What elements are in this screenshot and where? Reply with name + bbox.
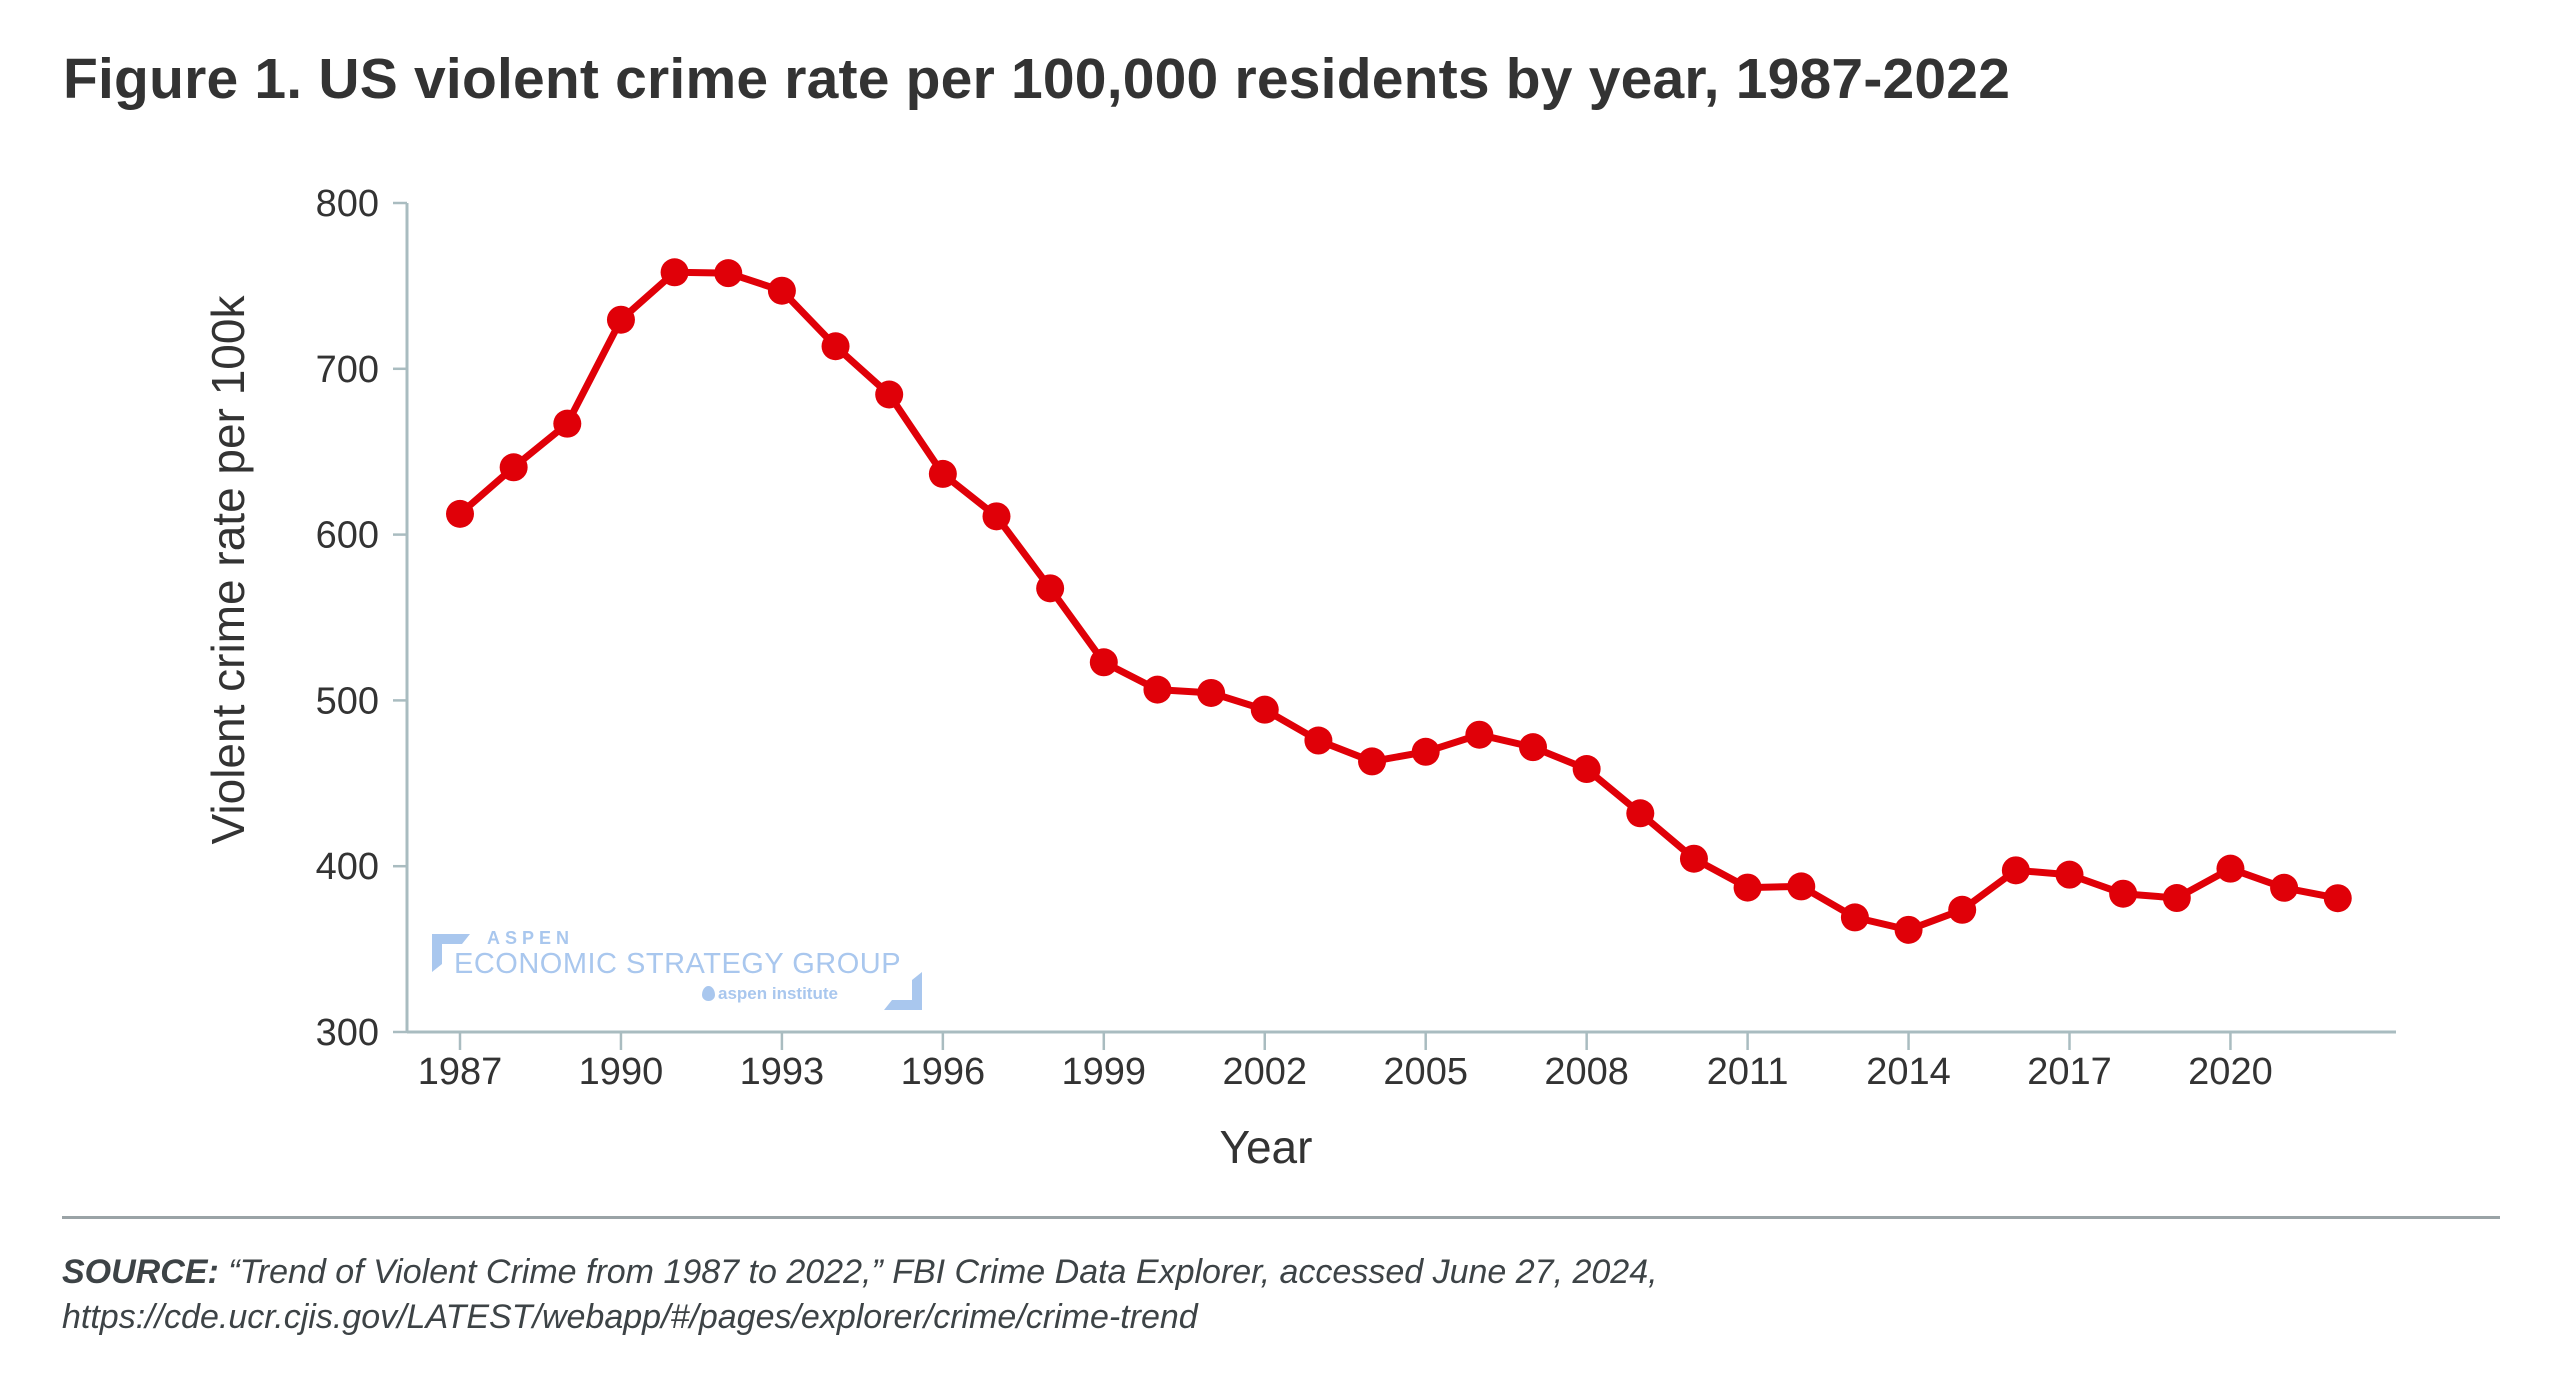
series-line bbox=[457, 268, 2339, 934]
data-point-2012 bbox=[1787, 872, 1816, 901]
data-point-1987 bbox=[446, 499, 474, 528]
data-point-2011 bbox=[1733, 873, 1762, 902]
data-point-2005 bbox=[1411, 737, 1440, 766]
watermark-institute-text: aspen institute bbox=[718, 984, 838, 1003]
x-axis-label: Year bbox=[1220, 1121, 1313, 1173]
data-point-2017 bbox=[2055, 860, 2084, 889]
data-point-2003 bbox=[1304, 726, 1333, 755]
x-tick-label: 1990 bbox=[579, 1051, 664, 1093]
data-point-2010 bbox=[1679, 844, 1708, 873]
y-tick-label: 800 bbox=[316, 183, 379, 225]
data-point-1999 bbox=[1089, 648, 1118, 677]
data-point-1995 bbox=[875, 380, 904, 409]
watermark-esg: ECONOMIC STRATEGY GROUP bbox=[454, 948, 902, 980]
data-point-2019 bbox=[2162, 884, 2191, 913]
data-point-2008 bbox=[1572, 755, 1601, 784]
data-point-2006 bbox=[1465, 720, 1494, 749]
x-tick-label: 1987 bbox=[418, 1051, 503, 1093]
data-point-1993 bbox=[767, 276, 796, 305]
data-point-1991 bbox=[660, 258, 689, 287]
data-point-1994 bbox=[821, 332, 850, 361]
footer-divider bbox=[62, 1216, 2500, 1219]
y-tick-label: 300 bbox=[316, 1012, 379, 1054]
data-point-2022 bbox=[2323, 884, 2352, 913]
source-text: “Trend of Violent Crime from 1987 to 202… bbox=[218, 1253, 1658, 1291]
data-point-1989 bbox=[553, 409, 582, 438]
aspen-esg-watermark: ASPEN ECONOMIC STRATEGY GROUP aspen inst… bbox=[432, 928, 922, 1010]
data-point-2001 bbox=[1197, 678, 1226, 707]
data-point-2021 bbox=[2270, 873, 2299, 902]
y-tick-label: 500 bbox=[316, 680, 379, 722]
data-point-2004 bbox=[1358, 747, 1387, 776]
chart-title: Figure 1. US violent crime rate per 100,… bbox=[63, 47, 2011, 111]
data-point-2014 bbox=[1894, 915, 1923, 944]
axes bbox=[405, 203, 2396, 1034]
data-point-2009 bbox=[1626, 799, 1655, 828]
watermark-aspen: ASPEN bbox=[487, 928, 575, 948]
x-tick-label: 1993 bbox=[740, 1051, 825, 1093]
data-point-2000 bbox=[1143, 675, 1172, 704]
data-point-1998 bbox=[1036, 574, 1065, 603]
y-tick-label: 700 bbox=[316, 349, 379, 391]
x-tick-label: 1996 bbox=[901, 1051, 986, 1093]
data-point-1990 bbox=[606, 305, 635, 334]
source-label: SOURCE: bbox=[62, 1253, 219, 1291]
source-note: SOURCE: “Trend of Violent Crime from 198… bbox=[62, 1250, 1658, 1340]
x-tick-label: 2008 bbox=[1544, 1051, 1629, 1093]
data-point-1997 bbox=[982, 502, 1011, 531]
x-tick-label: 2014 bbox=[1866, 1051, 1951, 1093]
y-axis-label: Violent crime rate per 100k bbox=[202, 295, 254, 845]
y-tick-label: 400 bbox=[316, 846, 379, 888]
aspen-leaf-icon bbox=[702, 986, 715, 1001]
source-url: https://cde.ucr.cjis.gov/LATEST/webapp/#… bbox=[62, 1298, 1198, 1336]
x-tick-label: 2002 bbox=[1222, 1051, 1307, 1093]
watermark-institute: aspen institute bbox=[702, 984, 838, 1004]
x-tick-label: 2005 bbox=[1383, 1051, 1468, 1093]
data-point-2013 bbox=[1840, 903, 1869, 932]
logo-corner-bracket-icon bbox=[432, 934, 470, 972]
data-point-2016 bbox=[2001, 856, 2030, 885]
x-tick-label: 1999 bbox=[1062, 1051, 1147, 1093]
series-line-path bbox=[457, 268, 2339, 934]
logo-corner-bracket-icon bbox=[884, 972, 922, 1010]
data-point-1992 bbox=[714, 259, 743, 288]
data-point-2002 bbox=[1250, 695, 1279, 724]
data-point-2007 bbox=[1519, 733, 1547, 762]
data-point-1996 bbox=[928, 459, 957, 488]
source-line-1: SOURCE: “Trend of Violent Crime from 198… bbox=[62, 1250, 1658, 1295]
data-point-1988 bbox=[499, 453, 528, 482]
data-point-2018 bbox=[2109, 879, 2138, 908]
x-tick-label: 2017 bbox=[2027, 1051, 2112, 1093]
x-tick-label: 2020 bbox=[2188, 1051, 2273, 1093]
data-point-2015 bbox=[1948, 895, 1977, 924]
y-axis-ticks: 300 400 500 600 700 800 bbox=[316, 183, 407, 1054]
data-point-2020 bbox=[2216, 854, 2245, 883]
y-tick-label: 600 bbox=[316, 515, 379, 557]
x-axis-ticks: 1987 1990 1993 1996 1999 2002 2005 2008 2011 2014… bbox=[418, 1032, 2273, 1093]
x-tick-label: 2011 bbox=[1707, 1051, 1789, 1093]
series-points bbox=[446, 258, 2352, 944]
